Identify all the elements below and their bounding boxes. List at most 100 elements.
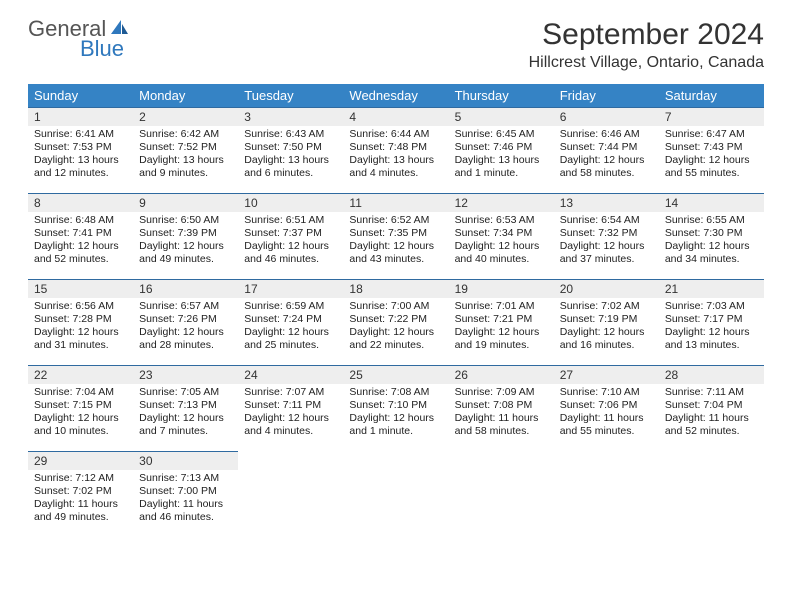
- calendar-cell: 21 Sunrise: 7:03 AMSunset: 7:17 PMDayligh…: [659, 279, 764, 365]
- sunrise-text: Sunrise: 6:50 AM: [139, 214, 232, 227]
- daylight-text: Daylight: 12 hours and 10 minutes.: [34, 412, 127, 438]
- calendar-cell: 25Sunrise: 7:08 AMSunset: 7:10 PMDayligh…: [343, 365, 448, 451]
- day-number: 5: [449, 108, 554, 126]
- sunset-text: Sunset: 7:13 PM: [139, 399, 232, 412]
- weekday-header: Wednesday: [343, 84, 448, 107]
- calendar-cell: 18Sunrise: 7:00 AMSunset: 7:22 PMDayligh…: [343, 279, 448, 365]
- calendar-cell: 24Sunrise: 7:07 AMSunset: 7:11 PMDayligh…: [238, 365, 343, 451]
- sunset-text: Sunset: 7:17 PM: [665, 313, 758, 326]
- daylight-text: Daylight: 12 hours and 34 minutes.: [665, 240, 758, 266]
- sunset-text: Sunset: 7:22 PM: [349, 313, 442, 326]
- calendar-cell: 10Sunrise: 6:51 AMSunset: 7:37 PMDayligh…: [238, 193, 343, 279]
- sunset-text: Sunset: 7:46 PM: [455, 141, 548, 154]
- sunset-text: Sunset: 7:50 PM: [244, 141, 337, 154]
- sunrise-text: Sunrise: 6:44 AM: [349, 128, 442, 141]
- calendar-row: 1Sunrise: 6:41 AMSunset: 7:53 PMDaylight…: [28, 107, 764, 193]
- day-number: 28: [659, 366, 764, 384]
- sunrise-text: Sunrise: 6:51 AM: [244, 214, 337, 227]
- weekday-header: Sunday: [28, 84, 133, 107]
- daylight-text: Daylight: 12 hours and 1 minute.: [349, 412, 442, 438]
- day-number: 10: [238, 194, 343, 212]
- weekday-header: Friday: [554, 84, 659, 107]
- sunset-text: Sunset: 7:11 PM: [244, 399, 337, 412]
- day-number: 11: [343, 194, 448, 212]
- calendar-cell: 15Sunrise: 6:56 AMSunset: 7:28 PMDayligh…: [28, 279, 133, 365]
- calendar-cell: 16Sunrise: 6:57 AMSunset: 7:26 PMDayligh…: [133, 279, 238, 365]
- calendar-table: Sunday Monday Tuesday Wednesday Thursday…: [28, 84, 764, 537]
- daylight-text: Daylight: 12 hours and 37 minutes.: [560, 240, 653, 266]
- calendar-cell: 11Sunrise: 6:52 AMSunset: 7:35 PMDayligh…: [343, 193, 448, 279]
- location-subtitle: Hillcrest Village, Ontario, Canada: [529, 54, 764, 72]
- calendar-cell: 3Sunrise: 6:43 AMSunset: 7:50 PMDaylight…: [238, 107, 343, 193]
- day-number: 19: [449, 280, 554, 298]
- daylight-text: Daylight: 12 hours and 16 minutes.: [560, 326, 653, 352]
- day-number: 21: [659, 280, 764, 298]
- sunset-text: Sunset: 7:24 PM: [244, 313, 337, 326]
- calendar-cell: 13Sunrise: 6:54 AMSunset: 7:32 PMDayligh…: [554, 193, 659, 279]
- calendar-cell: 4Sunrise: 6:44 AMSunset: 7:48 PMDaylight…: [343, 107, 448, 193]
- title-block: September 2024 Hillcrest Village, Ontari…: [529, 18, 764, 72]
- sunrise-text: Sunrise: 6:46 AM: [560, 128, 653, 141]
- sunrise-text: Sunrise: 6:43 AM: [244, 128, 337, 141]
- sunset-text: Sunset: 7:39 PM: [139, 227, 232, 240]
- sunrise-text: Sunrise: 6:57 AM: [139, 300, 232, 313]
- calendar-cell: [449, 451, 554, 537]
- sunset-text: Sunset: 7:35 PM: [349, 227, 442, 240]
- calendar-body: 1Sunrise: 6:41 AMSunset: 7:53 PMDaylight…: [28, 107, 764, 537]
- daylight-text: Daylight: 12 hours and 58 minutes.: [560, 154, 653, 180]
- day-number: 17: [238, 280, 343, 298]
- sunrise-text: Sunrise: 7:09 AM: [455, 386, 548, 399]
- daylight-text: Daylight: 12 hours and 46 minutes.: [244, 240, 337, 266]
- sunrise-text: Sunrise: 6:42 AM: [139, 128, 232, 141]
- calendar-cell: [238, 451, 343, 537]
- calendar-cell: 29Sunrise: 7:12 AMSunset: 7:02 PMDayligh…: [28, 451, 133, 537]
- sunrise-text: Sunrise: 7:03 AM: [665, 300, 758, 313]
- calendar-cell: 28Sunrise: 7:11 AMSunset: 7:04 PMDayligh…: [659, 365, 764, 451]
- sunrise-text: Sunrise: 6:54 AM: [560, 214, 653, 227]
- sunset-text: Sunset: 7:34 PM: [455, 227, 548, 240]
- day-number: 14: [659, 194, 764, 212]
- daylight-text: Daylight: 12 hours and 25 minutes.: [244, 326, 337, 352]
- daylight-text: Daylight: 12 hours and 13 minutes.: [665, 326, 758, 352]
- day-number: 23: [133, 366, 238, 384]
- daylight-text: Daylight: 12 hours and 22 minutes.: [349, 326, 442, 352]
- calendar-cell: 5Sunrise: 6:45 AMSunset: 7:46 PMDaylight…: [449, 107, 554, 193]
- daylight-text: Daylight: 11 hours and 55 minutes.: [560, 412, 653, 438]
- sunrise-text: Sunrise: 6:53 AM: [455, 214, 548, 227]
- day-number: 13: [554, 194, 659, 212]
- calendar-cell: 19Sunrise: 7:01 AMSunset: 7:21 PMDayligh…: [449, 279, 554, 365]
- day-number: 7: [659, 108, 764, 126]
- calendar-cell: 12Sunrise: 6:53 AMSunset: 7:34 PMDayligh…: [449, 193, 554, 279]
- sunset-text: Sunset: 7:04 PM: [665, 399, 758, 412]
- sunrise-text: Sunrise: 7:04 AM: [34, 386, 127, 399]
- calendar-row: 22Sunrise: 7:04 AMSunset: 7:15 PMDayligh…: [28, 365, 764, 451]
- sunrise-text: Sunrise: 7:08 AM: [349, 386, 442, 399]
- daylight-text: Daylight: 12 hours and 4 minutes.: [244, 412, 337, 438]
- sunset-text: Sunset: 7:53 PM: [34, 141, 127, 154]
- sunrise-text: Sunrise: 7:11 AM: [665, 386, 758, 399]
- weekday-header: Monday: [133, 84, 238, 107]
- day-number: 15: [28, 280, 133, 298]
- sunrise-text: Sunrise: 6:52 AM: [349, 214, 442, 227]
- daylight-text: Daylight: 12 hours and 40 minutes.: [455, 240, 548, 266]
- sunset-text: Sunset: 7:19 PM: [560, 313, 653, 326]
- calendar-cell: 30Sunrise: 7:13 AMSunset: 7:00 PMDayligh…: [133, 451, 238, 537]
- weekday-header: Saturday: [659, 84, 764, 107]
- sunset-text: Sunset: 7:52 PM: [139, 141, 232, 154]
- sunset-text: Sunset: 7:28 PM: [34, 313, 127, 326]
- sunset-text: Sunset: 7:08 PM: [455, 399, 548, 412]
- header: General Blue September 2024 Hillcrest Vi…: [0, 0, 792, 80]
- sunrise-text: Sunrise: 7:01 AM: [455, 300, 548, 313]
- logo: General Blue: [28, 18, 129, 59]
- daylight-text: Daylight: 12 hours and 31 minutes.: [34, 326, 127, 352]
- daylight-text: Daylight: 13 hours and 9 minutes.: [139, 154, 232, 180]
- sunrise-text: Sunrise: 7:13 AM: [139, 472, 232, 485]
- sunset-text: Sunset: 7:43 PM: [665, 141, 758, 154]
- calendar-cell: 2Sunrise: 6:42 AMSunset: 7:52 PMDaylight…: [133, 107, 238, 193]
- sunset-text: Sunset: 7:10 PM: [349, 399, 442, 412]
- weekday-header: Tuesday: [238, 84, 343, 107]
- weekday-header: Thursday: [449, 84, 554, 107]
- daylight-text: Daylight: 11 hours and 58 minutes.: [455, 412, 548, 438]
- sunrise-text: Sunrise: 7:00 AM: [349, 300, 442, 313]
- calendar-row: 29Sunrise: 7:12 AMSunset: 7:02 PMDayligh…: [28, 451, 764, 537]
